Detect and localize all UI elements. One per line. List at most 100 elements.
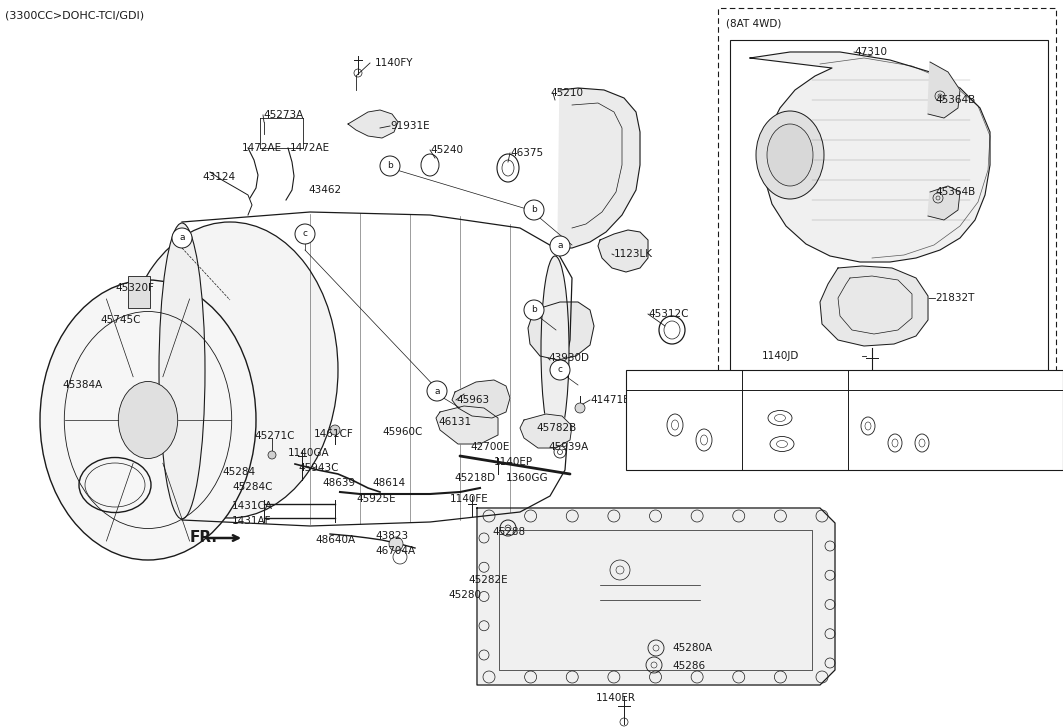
Circle shape xyxy=(948,374,964,390)
Text: 1140GA: 1140GA xyxy=(288,448,330,458)
Circle shape xyxy=(672,374,688,390)
Text: 45262B: 45262B xyxy=(634,425,669,435)
Text: 45284: 45284 xyxy=(222,467,255,477)
Text: c: c xyxy=(303,230,307,238)
Text: 45364B: 45364B xyxy=(935,95,975,105)
Text: 45235A: 45235A xyxy=(800,414,834,422)
Ellipse shape xyxy=(541,256,569,444)
Text: a: a xyxy=(557,241,562,251)
Text: 45939A: 45939A xyxy=(549,442,588,452)
Text: 48639: 48639 xyxy=(322,478,355,488)
Text: b: b xyxy=(532,305,537,315)
Circle shape xyxy=(379,156,400,176)
Text: 1140FY: 1140FY xyxy=(375,58,414,68)
Text: 45210: 45210 xyxy=(550,88,583,98)
Polygon shape xyxy=(452,380,510,418)
Circle shape xyxy=(427,381,448,401)
Text: 1140ER: 1140ER xyxy=(596,693,636,703)
Text: 45943C: 45943C xyxy=(298,463,338,473)
Polygon shape xyxy=(598,230,648,272)
Text: 46704A: 46704A xyxy=(375,546,416,556)
Circle shape xyxy=(389,537,403,551)
Polygon shape xyxy=(348,110,398,138)
Text: 45925E: 45925E xyxy=(356,494,395,504)
Ellipse shape xyxy=(122,222,338,518)
Text: c: c xyxy=(557,366,562,374)
Bar xyxy=(730,40,1048,375)
Text: 45240: 45240 xyxy=(431,145,463,155)
Text: 45745C: 45745C xyxy=(100,315,140,325)
Text: 45384A: 45384A xyxy=(62,380,102,390)
Text: (3300CC>DOHC-TCI/GDI): (3300CC>DOHC-TCI/GDI) xyxy=(5,10,145,20)
Text: 45782B: 45782B xyxy=(536,423,576,433)
Text: 1360GG: 1360GG xyxy=(506,473,549,483)
Text: 45280A: 45280A xyxy=(672,643,712,653)
Text: 91931E: 91931E xyxy=(390,121,429,131)
Polygon shape xyxy=(477,508,836,685)
Circle shape xyxy=(268,451,276,459)
Polygon shape xyxy=(528,302,594,360)
Text: c: c xyxy=(954,377,959,387)
Text: (8AT 4WD): (8AT 4WD) xyxy=(726,19,781,29)
Text: 48640A: 48640A xyxy=(315,535,355,545)
Circle shape xyxy=(172,228,192,248)
Ellipse shape xyxy=(159,223,205,519)
Ellipse shape xyxy=(767,124,813,186)
Circle shape xyxy=(575,403,585,413)
Text: 1140EP: 1140EP xyxy=(494,457,534,467)
Circle shape xyxy=(524,200,544,220)
Text: 21832T: 21832T xyxy=(935,293,975,303)
Text: 1431AF: 1431AF xyxy=(232,516,271,526)
Text: b: b xyxy=(532,206,537,214)
Polygon shape xyxy=(820,266,928,346)
Text: 47310: 47310 xyxy=(854,47,887,57)
Circle shape xyxy=(550,236,570,256)
Text: 1123LK: 1123LK xyxy=(614,249,653,259)
Text: 45323B: 45323B xyxy=(800,440,834,449)
Text: 46375: 46375 xyxy=(510,148,543,158)
Text: 45612C: 45612C xyxy=(868,422,902,430)
Circle shape xyxy=(784,374,800,390)
Circle shape xyxy=(550,360,570,380)
Polygon shape xyxy=(750,52,990,262)
Text: 45364B: 45364B xyxy=(935,187,975,197)
Polygon shape xyxy=(520,414,572,448)
Circle shape xyxy=(524,300,544,320)
Text: 45320F: 45320F xyxy=(115,283,154,293)
Polygon shape xyxy=(928,62,960,118)
Text: a: a xyxy=(435,387,440,395)
Text: 48614: 48614 xyxy=(372,478,405,488)
Text: 45286: 45286 xyxy=(672,661,705,671)
Text: 45282E: 45282E xyxy=(468,575,508,585)
Circle shape xyxy=(296,224,315,244)
Text: 45271C: 45271C xyxy=(254,431,294,441)
Text: 46131: 46131 xyxy=(438,417,471,427)
Text: 45273A: 45273A xyxy=(263,110,303,120)
Ellipse shape xyxy=(40,280,256,560)
Text: 1461CF: 1461CF xyxy=(314,429,354,439)
Text: 45280: 45280 xyxy=(448,590,480,600)
Ellipse shape xyxy=(118,382,178,459)
Text: 43930D: 43930D xyxy=(549,353,589,363)
Ellipse shape xyxy=(756,111,824,199)
Polygon shape xyxy=(558,88,640,248)
Text: 45260J: 45260J xyxy=(660,400,691,409)
Text: 45312C: 45312C xyxy=(648,309,689,319)
Text: 1472AE: 1472AE xyxy=(290,143,331,153)
Text: 1140JD: 1140JD xyxy=(762,351,799,361)
Circle shape xyxy=(330,425,340,435)
Text: 45963: 45963 xyxy=(456,395,489,405)
Polygon shape xyxy=(928,186,960,220)
Polygon shape xyxy=(436,406,497,444)
Text: 43124: 43124 xyxy=(202,172,235,182)
Text: 43823: 43823 xyxy=(375,531,408,541)
Text: 45284D: 45284D xyxy=(868,448,904,457)
Text: 43462: 43462 xyxy=(308,185,341,195)
Bar xyxy=(626,370,1063,470)
Text: a: a xyxy=(180,233,185,243)
Text: 45284C: 45284C xyxy=(232,482,272,492)
Text: 45218D: 45218D xyxy=(454,473,495,483)
Text: 45960C: 45960C xyxy=(382,427,422,437)
Text: 45288: 45288 xyxy=(492,527,525,537)
Text: 45260: 45260 xyxy=(912,400,941,409)
